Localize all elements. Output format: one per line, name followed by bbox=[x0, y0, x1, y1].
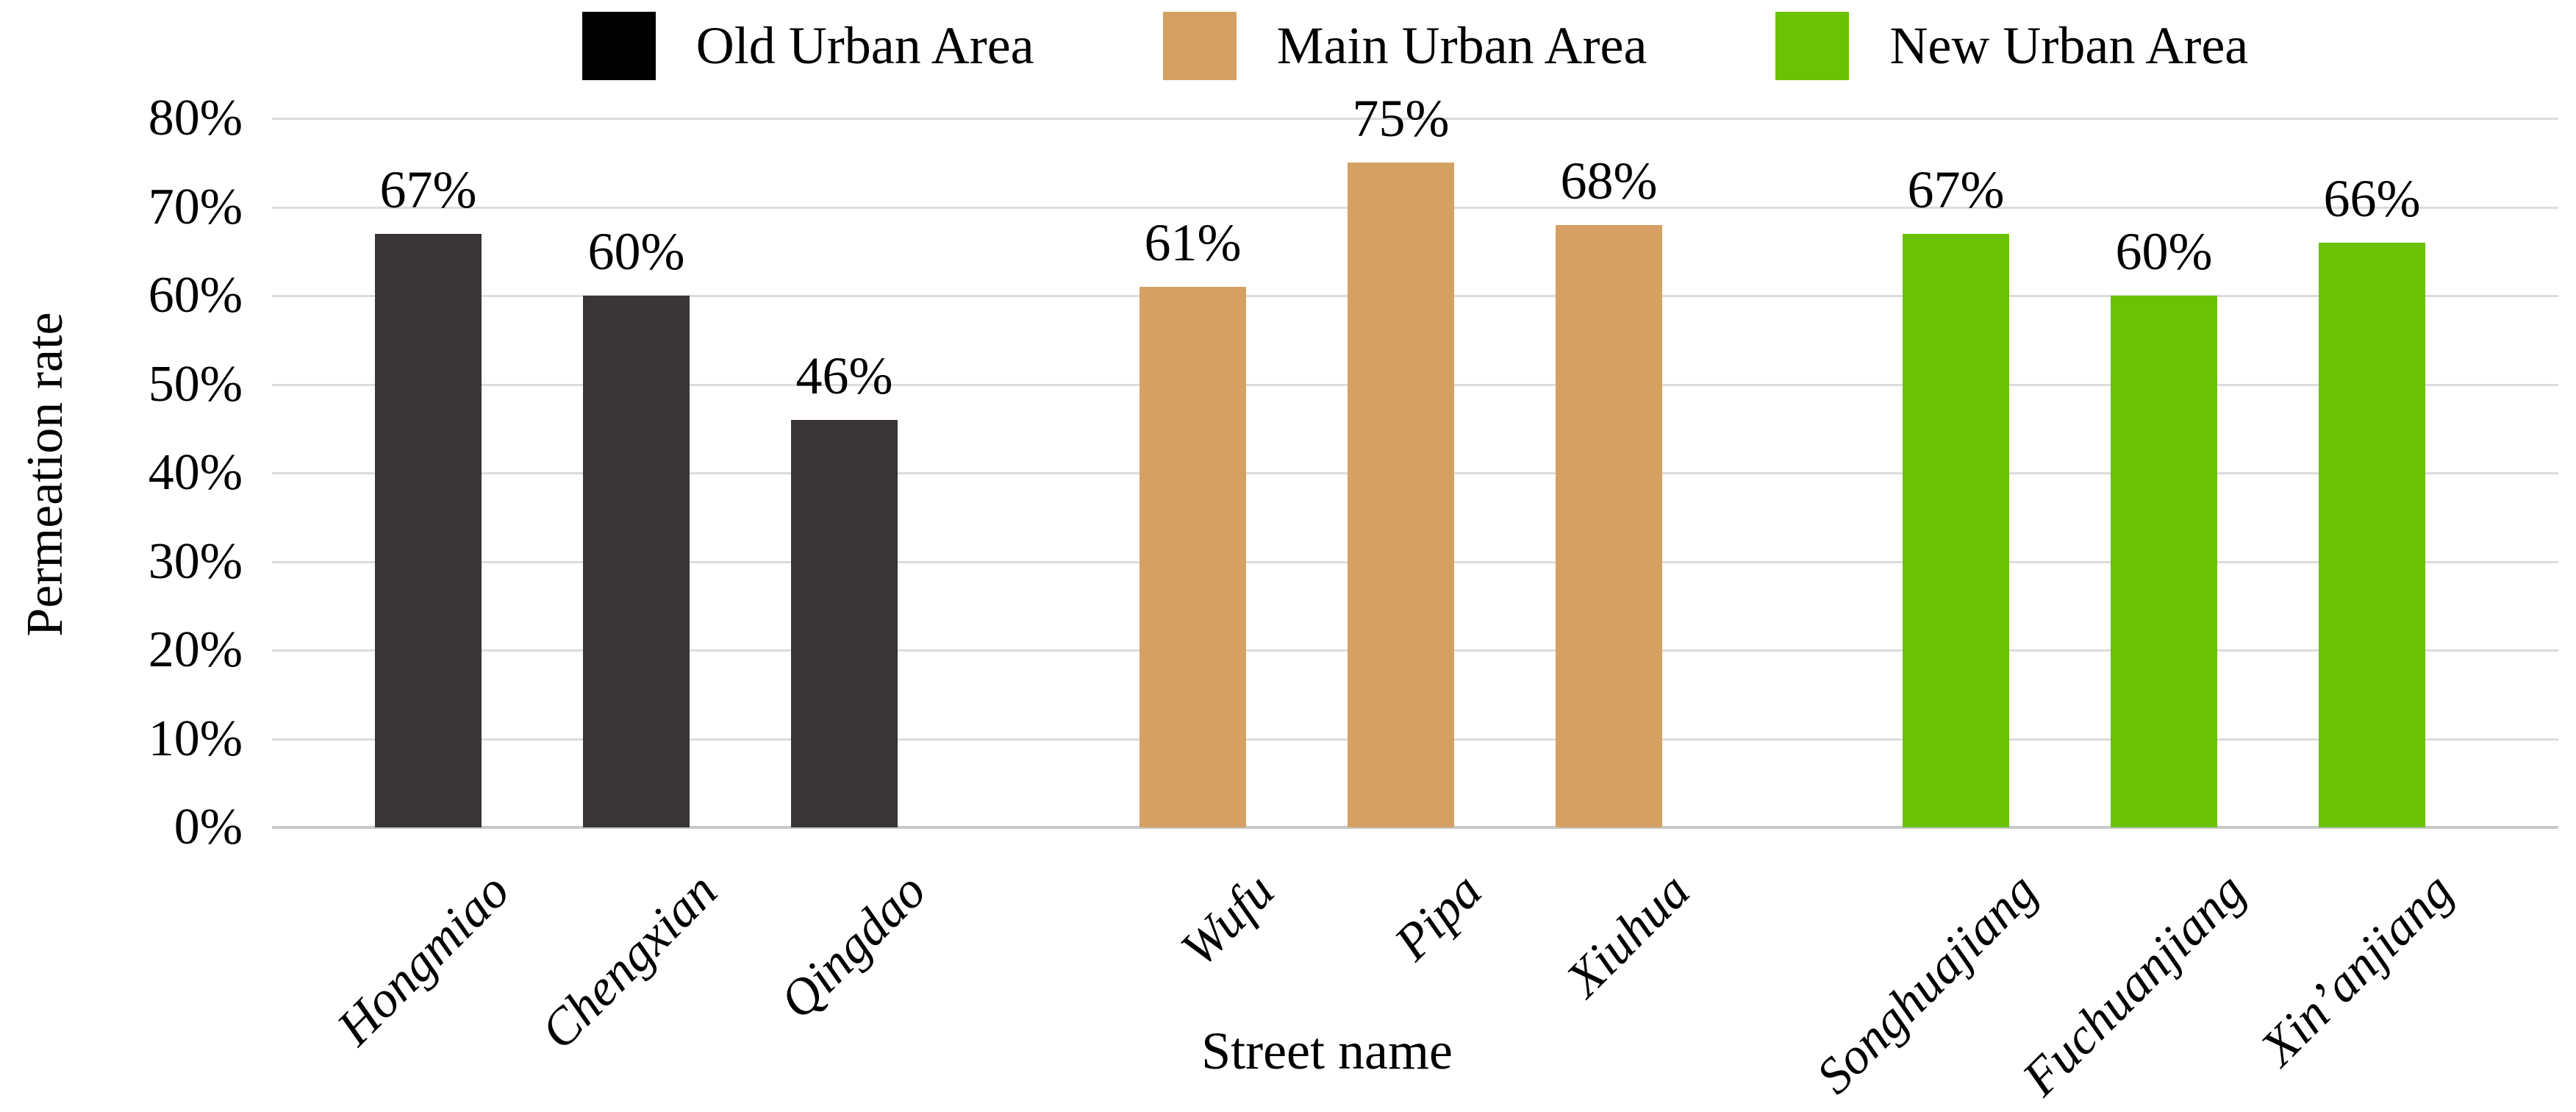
bar bbox=[1348, 163, 1454, 827]
y-tick-label: 10% bbox=[148, 710, 243, 767]
legend: Old Urban Area Main Urban Area New Urban… bbox=[272, 9, 2558, 82]
bar-value-label: 68% bbox=[1560, 151, 1658, 210]
bar bbox=[791, 419, 898, 827]
bar-value-label: 75% bbox=[1352, 89, 1450, 149]
y-tick-label: 30% bbox=[148, 532, 243, 590]
y-tick-label: 50% bbox=[148, 355, 243, 413]
bar bbox=[2319, 242, 2425, 827]
x-category-label: Pipa bbox=[1384, 862, 1493, 972]
legend-item-old-urban-area: Old Urban Area bbox=[582, 9, 1034, 82]
bar-value-label: 67% bbox=[379, 160, 477, 219]
bar bbox=[1556, 224, 1662, 827]
y-tick-label: 0% bbox=[173, 799, 243, 855]
x-axis-title: Street name bbox=[1201, 1022, 1453, 1080]
gridline bbox=[272, 118, 2558, 120]
bar bbox=[1139, 286, 1246, 827]
plot-area: 67% 60% 46% 61% 75% 68% 67% 60% 66% bbox=[272, 89, 2558, 829]
x-category-label: Wufu bbox=[1170, 862, 1285, 977]
bar-value-label: 67% bbox=[1907, 160, 2005, 219]
legend-label-main-urban-area: Main Urban Area bbox=[1276, 16, 1647, 75]
bar bbox=[583, 296, 690, 827]
y-tick-label: 80% bbox=[148, 90, 243, 146]
bar-value-label: 61% bbox=[1144, 213, 1242, 272]
bar-value-label: 46% bbox=[795, 346, 893, 405]
y-tick-label: 70% bbox=[148, 178, 243, 235]
legend-label-new-urban-area: New Urban Area bbox=[1889, 16, 2249, 75]
y-tick-label: 20% bbox=[148, 621, 243, 678]
y-tick-label: 40% bbox=[148, 444, 243, 501]
legend-swatch-main-urban-area bbox=[1162, 11, 1237, 80]
x-axis-line bbox=[272, 826, 2558, 829]
y-tick-label: 60% bbox=[148, 267, 243, 324]
legend-item-main-urban-area: Main Urban Area bbox=[1162, 9, 1647, 82]
bar-value-label: 60% bbox=[587, 222, 685, 281]
x-category-label: Qingdao bbox=[768, 862, 937, 1030]
legend-label-old-urban-area: Old Urban Area bbox=[695, 16, 1034, 75]
bar bbox=[375, 233, 482, 827]
bar-value-label: 60% bbox=[2115, 222, 2213, 281]
bar-value-label: 66% bbox=[2323, 168, 2421, 228]
legend-swatch-old-urban-area bbox=[582, 11, 656, 80]
x-category-label: Xiuhua bbox=[1556, 862, 1701, 1008]
legend-swatch-new-urban-area bbox=[1775, 11, 1850, 80]
bar bbox=[1903, 233, 2009, 827]
bar bbox=[2111, 296, 2217, 827]
legend-item-new-urban-area: New Urban Area bbox=[1775, 9, 2248, 82]
